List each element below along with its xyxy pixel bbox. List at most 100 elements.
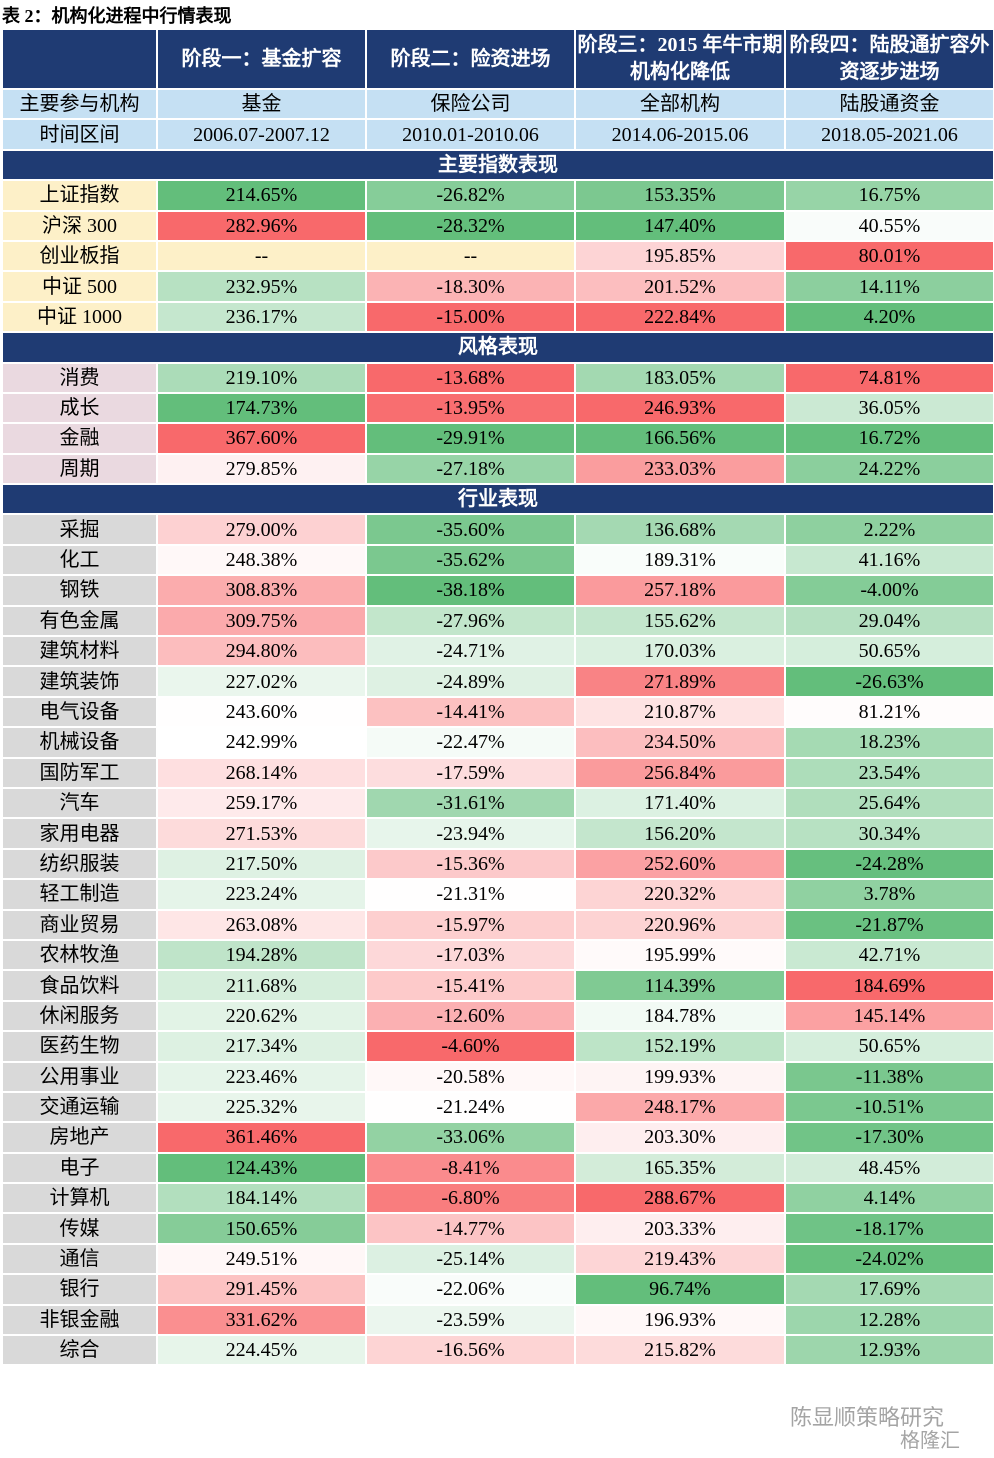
data-cell: 236.17% <box>156 300 367 334</box>
data-cell: 189.31% <box>574 543 786 577</box>
data-cell: -14.41% <box>365 695 576 729</box>
row-label: 中证 500 <box>1 270 158 303</box>
data-row: 钢铁 308.83% -38.18% 257.18% -4.00% <box>1 574 994 607</box>
data-cell: 74.81% <box>784 361 994 394</box>
data-cell: 25.64% <box>784 786 994 820</box>
data-cell: 248.38% <box>156 543 367 577</box>
row-label: 传媒 <box>1 1212 158 1245</box>
table-title: 表 2：机构化进程中行情表现 <box>2 6 232 26</box>
data-cell: 41.16% <box>784 543 994 577</box>
data-row: 医药生物 217.34% -4.60% 152.19% 50.65% <box>1 1030 994 1063</box>
row-label: 汽车 <box>1 786 158 820</box>
data-cell: -35.62% <box>365 543 576 577</box>
data-row: 房地产 361.46% -33.06% 203.30% -17.30% <box>1 1121 994 1154</box>
row-label: 机械设备 <box>1 726 158 759</box>
data-cell: 3.78% <box>784 878 994 911</box>
data-cell: 183.05% <box>574 361 786 394</box>
data-row: 周期 279.85% -27.18% 233.03% 24.22% <box>1 452 994 486</box>
data-cell: 17.69% <box>784 1273 994 1306</box>
row-label: 综合 <box>1 1334 158 1367</box>
data-cell: 220.62% <box>156 999 367 1033</box>
data-row: 采掘 279.00% -35.60% 136.68% 2.22% <box>1 513 994 546</box>
data-cell: -27.18% <box>365 452 576 486</box>
data-row: 沪深 300 282.96% -28.32% 147.40% 40.55% <box>1 209 994 242</box>
data-cell: 219.43% <box>574 1242 786 1276</box>
section-row: 风格表现 <box>1 331 994 364</box>
data-row: 综合 224.45% -16.56% 215.82% 12.93% <box>1 1334 994 1367</box>
row-label: 计算机 <box>1 1182 158 1215</box>
data-cell: -31.61% <box>365 786 576 820</box>
row-label: 国防军工 <box>1 756 158 789</box>
section-title: 主要指数表现 <box>1 148 994 182</box>
data-row: 计算机 184.14% -6.80% 288.67% 4.14% <box>1 1182 994 1215</box>
row-label: 食品饮料 <box>1 969 158 1002</box>
data-row: 消费 219.10% -13.68% 183.05% 74.81% <box>1 361 994 394</box>
data-cell: 223.24% <box>156 878 367 911</box>
data-cell: 12.93% <box>784 1334 994 1367</box>
data-cell: 195.99% <box>574 938 786 972</box>
data-row: 中证 1000 236.17% -15.00% 222.84% 4.20% <box>1 300 994 334</box>
data-row: 纺织服装 217.50% -15.36% 252.60% -24.28% <box>1 847 994 881</box>
data-row: 有色金属 309.75% -27.96% 155.62% 29.04% <box>1 604 994 638</box>
data-cell: -27.96% <box>365 604 576 638</box>
data-cell: -38.18% <box>365 574 576 607</box>
data-cell: 42.71% <box>784 938 994 972</box>
row-label: 中证 1000 <box>1 300 158 334</box>
data-cell: 222.84% <box>574 300 786 334</box>
data-row: 通信 249.51% -25.14% 219.43% -24.02% <box>1 1242 994 1276</box>
row-label: 沪深 300 <box>1 209 158 242</box>
data-cell: -18.17% <box>784 1212 994 1245</box>
row-label: 交通运输 <box>1 1090 158 1124</box>
row-label: 采掘 <box>1 513 158 546</box>
row-label: 非银金融 <box>1 1303 158 1337</box>
data-cell: 243.60% <box>156 695 367 729</box>
row-label: 休闲服务 <box>1 999 158 1033</box>
data-cell: 4.20% <box>784 300 994 334</box>
info-cell: 全部机构 <box>574 87 786 121</box>
row-label: 化工 <box>1 543 158 577</box>
section-row: 主要指数表现 <box>1 148 994 182</box>
row-label: 商业贸易 <box>1 908 158 941</box>
data-cell: 147.40% <box>574 209 786 242</box>
data-cell: -15.97% <box>365 908 576 941</box>
data-cell: 232.95% <box>156 270 367 303</box>
data-row: 创业板指 -- -- 195.85% 80.01% <box>1 239 994 273</box>
data-cell: 165.35% <box>574 1151 786 1185</box>
data-cell: -4.00% <box>784 574 994 607</box>
section-row: 行业表现 <box>1 483 994 516</box>
data-cell: 199.93% <box>574 1060 786 1093</box>
info-cell: 2018.05-2021.06 <box>784 118 994 151</box>
info-cell: 2006.07-2007.12 <box>156 118 367 151</box>
data-cell: 174.73% <box>156 391 367 425</box>
data-cell: 259.17% <box>156 786 367 820</box>
header-cell: 阶段四：陆股通扩容外资逐步进场 <box>784 28 994 90</box>
row-label: 消费 <box>1 361 158 394</box>
data-row: 国防军工 268.14% -17.59% 256.84% 23.54% <box>1 756 994 789</box>
row-label: 建筑材料 <box>1 635 158 668</box>
data-cell: 331.62% <box>156 1303 367 1337</box>
row-label: 家用电器 <box>1 817 158 850</box>
data-cell: 234.50% <box>574 726 786 759</box>
data-cell: 263.08% <box>156 908 367 941</box>
row-label: 金融 <box>1 422 158 455</box>
data-cell: 23.54% <box>784 756 994 789</box>
data-cell: 153.35% <box>574 179 786 212</box>
data-row: 传媒 150.65% -14.77% 203.33% -18.17% <box>1 1212 994 1245</box>
data-cell: -18.30% <box>365 270 576 303</box>
data-cell: 29.04% <box>784 604 994 638</box>
data-row: 上证指数 214.65% -26.82% 153.35% 16.75% <box>1 179 994 212</box>
data-cell: -11.38% <box>784 1060 994 1093</box>
data-cell: 282.96% <box>156 209 367 242</box>
data-cell: 201.52% <box>574 270 786 303</box>
table: 阶段一：基金扩容 阶段二：险资进场 阶段三：2015 年牛市期机构化降低 阶段四：陆股… <box>1 28 994 1367</box>
data-cell: -8.41% <box>365 1151 576 1185</box>
info-cell: 2010.01-2010.06 <box>365 118 576 151</box>
data-cell: 12.28% <box>784 1303 994 1337</box>
data-cell: -25.14% <box>365 1242 576 1276</box>
data-cell: -12.60% <box>365 999 576 1033</box>
data-cell: -17.59% <box>365 756 576 789</box>
data-cell: 227.02% <box>156 665 367 698</box>
data-cell: -23.94% <box>365 817 576 850</box>
data-cell: -26.63% <box>784 665 994 698</box>
row-label: 创业板指 <box>1 239 158 273</box>
